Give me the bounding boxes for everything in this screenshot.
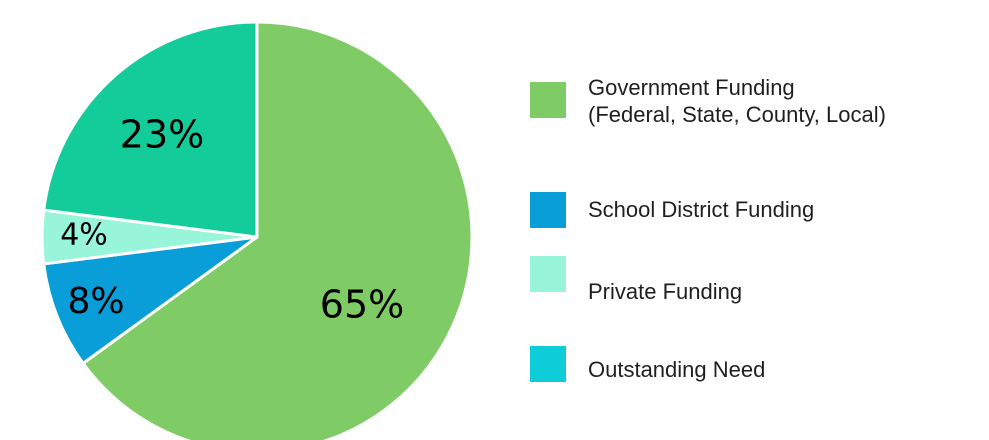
pie-chart: 65% 8% 4% 23%	[40, 20, 474, 440]
pie-slice-outstanding-need	[42, 20, 259, 239]
legend: Government Funding (Federal, State, Coun…	[530, 0, 985, 440]
legend-swatch	[530, 192, 566, 228]
legend-swatch	[530, 346, 566, 382]
legend-label: Private Funding	[588, 279, 743, 304]
slice-label-school-district-funding: 8%	[67, 281, 124, 322]
legend-label: Outstanding Need	[588, 357, 766, 382]
slice-label-private-funding: 4%	[60, 218, 108, 253]
slice-label-outstanding-need: 23%	[120, 113, 204, 157]
legend-swatch	[530, 256, 566, 292]
legend-swatch	[530, 82, 566, 118]
pie-slice-school-district-funding	[42, 235, 259, 365]
legend-label: Government Funding (Federal, State, Coun…	[588, 75, 886, 127]
legend-label: School District Funding	[588, 197, 815, 222]
slice-label-government-funding: 65%	[320, 283, 404, 327]
